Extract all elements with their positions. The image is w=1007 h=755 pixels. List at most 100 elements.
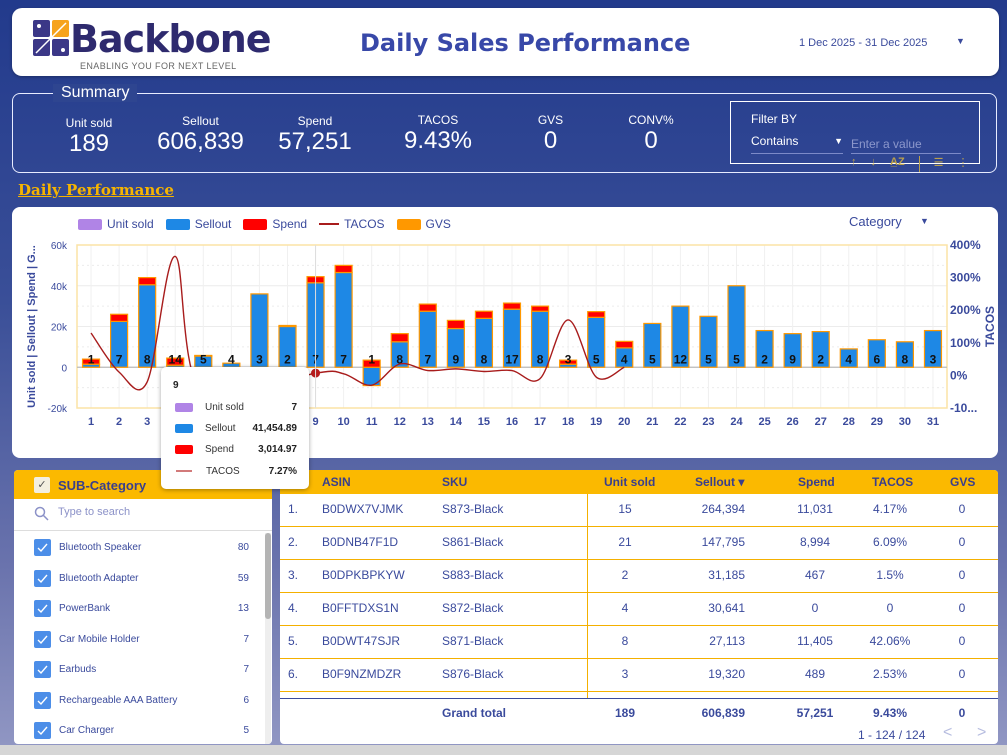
tooltip-series-name: Unit sold (205, 401, 244, 413)
tooltip-series-name: Spend (205, 443, 234, 455)
subcategory-scrollbar[interactable] (265, 533, 271, 744)
unit-sold-label: 5 (200, 352, 207, 366)
cell-gvs: 0 (958, 568, 966, 582)
filter-toolbar: ↑ ↓ A̲Z ☰ ⋮ (851, 156, 969, 172)
category-dropdown[interactable]: Category (849, 214, 902, 229)
table-row[interactable]: 3. B0DPKBPKYW S883-Black 2 31,185 467 1.5% 0 (280, 560, 998, 593)
column-header-sku[interactable]: SKU (442, 475, 468, 489)
sort-ascending-icon[interactable]: ↑ (851, 156, 857, 168)
filter-icon[interactable]: ☰ (933, 157, 944, 169)
kpi-label: Sellout (182, 114, 219, 128)
sort-descending-icon[interactable]: ↓ (870, 156, 877, 168)
sort-az-icon[interactable]: A̲Z (890, 156, 905, 168)
x-tick-label: 1 (88, 416, 94, 428)
chevron-down-icon[interactable]: ▼ (956, 36, 965, 46)
sellout-bar (783, 333, 802, 368)
unit-sold-label: 8 (481, 352, 488, 366)
subcategory-item[interactable]: PowerBank 13 (14, 594, 264, 624)
row-index: 6. (288, 667, 299, 681)
logo-wordmark: Backbone (70, 17, 272, 61)
sellout-bar (811, 330, 830, 368)
daily-performance-link[interactable]: Daily Performance (18, 181, 174, 199)
x-tick-label: 11 (366, 416, 378, 428)
table-row[interactable]: 5. B0DWT47SJR S871-Black 8 27,113 11,405 42.06… (280, 626, 998, 659)
column-header-sellout[interactable]: Sellout ▾ (695, 475, 745, 489)
checkbox-checked[interactable] (34, 569, 51, 587)
tooltip-series-value: 41,454.89 (252, 422, 298, 434)
legend-item-spend[interactable]: Spend (243, 217, 307, 231)
subcategory-item[interactable]: Car Mobile Holder 7 (14, 625, 264, 655)
subcategory-item[interactable]: Bluetooth Speaker 80 (14, 533, 264, 563)
column-header-gvs[interactable]: GVS (950, 475, 976, 489)
unit-sold-label: 3 (256, 352, 263, 366)
chevron-down-icon[interactable]: ▼ (920, 216, 929, 226)
subcategory-item[interactable]: Rechargeable AAA Battery 6 (14, 686, 264, 716)
grand-total-tacos: 9.43% (872, 706, 908, 720)
spend-bar (502, 302, 522, 310)
column-header-asin[interactable]: ASIN (322, 475, 351, 489)
chart-canvas: 60k 40k 20k 0 -20k 400% 300% 200% 100% 0% -10... Un… (26, 238, 997, 428)
spend-bar (138, 276, 157, 286)
asin-table: ASIN SKU Unit sold Sellout ▾ Spend TACOS… (280, 470, 998, 744)
next-page-button[interactable]: > (977, 724, 987, 741)
cell-sellout: 19,320 (708, 667, 745, 681)
cell-gvs: 0 (958, 535, 966, 549)
checkbox-checked[interactable] (34, 600, 51, 617)
legend-item-unit-sold[interactable]: Unit sold (78, 217, 154, 231)
filter-operator-select[interactable]: Contains ▼ (751, 134, 843, 154)
x-tick-label: 24 (730, 416, 743, 428)
scrollbar-thumb[interactable] (265, 533, 271, 619)
kpi-value: 0 (644, 127, 658, 154)
pagination-label: 1 - 124 / 124 (858, 728, 926, 742)
cell-unit-sold: 21 (618, 535, 632, 549)
filter-value-input[interactable] (851, 134, 961, 154)
checkmark-icon (37, 665, 48, 675)
unit-sold-label: 9 (453, 352, 460, 366)
checkbox-checked[interactable] (34, 722, 51, 739)
subcategory-search-input[interactable] (58, 506, 248, 518)
spend-bar (194, 354, 213, 357)
legend-label: Sellout (194, 217, 232, 231)
x-tick-label: 29 (871, 416, 883, 428)
subcategory-item[interactable]: Earbuds 7 (14, 655, 264, 685)
table-row[interactable]: 6. B0F9NZMDZR S876-Black 3 19,320 489 2.53% 0 (280, 659, 998, 692)
legend-item-sellout[interactable]: Sellout (165, 217, 232, 231)
tooltip-row-sellout: Sellout 41,454.89 (175, 421, 297, 435)
cell-spend: 11,031 (797, 502, 833, 516)
column-header-tacos[interactable]: TACOS (872, 475, 914, 489)
checkbox-checked[interactable] (34, 539, 51, 556)
previous-page-button[interactable]: < (943, 724, 953, 741)
filter-operator-value: Contains (751, 134, 799, 148)
column-header-unit-sold[interactable]: Unit sold (604, 475, 656, 489)
table-row[interactable]: 2. B0DNB47F1D S861-Black 21 147,795 8,994 6.09… (280, 527, 998, 560)
column-header-spend[interactable]: Spend (798, 475, 835, 489)
tooltip-row-unit-sold: Unit sold 7 (175, 400, 297, 414)
checkbox-checked[interactable] (34, 691, 51, 709)
tooltip-swatch (175, 444, 193, 454)
unit-sold-label: 3 (930, 352, 937, 366)
sellout-bar (839, 348, 858, 368)
table-header: ASIN SKU Unit sold Sellout ▾ Spend TACOS… (280, 470, 998, 494)
subcategory-count: 5 (243, 725, 249, 736)
cell-sellout: 27,113 (709, 634, 745, 648)
legend-item-gvs[interactable]: GVS (396, 217, 451, 231)
checkbox-checked[interactable] (34, 661, 51, 678)
grand-total-row: Grand total 189 606,839 57,251 9.43% 0 (280, 699, 998, 727)
cell-unit-sold: 4 (621, 601, 629, 615)
legend-item-tacos[interactable]: TACOS (319, 217, 385, 231)
date-range-picker[interactable]: 1 Dec 2025 - 31 Dec 2025 (799, 37, 928, 49)
cell-sellout: 30,641 (708, 601, 745, 615)
subcategory-item[interactable]: Bluetooth Adapter 59 (14, 564, 264, 594)
y2-tick-label: 200% (950, 303, 981, 317)
table-row[interactable]: 1. B0DWX7VJMK S873-Black 15 264,394 11,031 4.1… (280, 494, 998, 527)
unit-sold-label: 5 (705, 352, 712, 366)
table-row[interactable]: 4. B0FFTDXS1N S872-Black 4 30,641 0 0 0 (280, 593, 998, 626)
more-options-icon[interactable]: ⋮ (957, 157, 969, 169)
checkbox-checked[interactable] (34, 630, 51, 648)
x-tick-label: 19 (590, 416, 602, 428)
cell-spend: 0 (811, 601, 819, 615)
subcategory-item[interactable]: Car Charger 5 (14, 716, 264, 744)
select-all-checkbox[interactable]: ✓ (34, 477, 50, 493)
subcategory-name: Car Charger (59, 725, 115, 736)
sellout-bar (755, 329, 774, 368)
